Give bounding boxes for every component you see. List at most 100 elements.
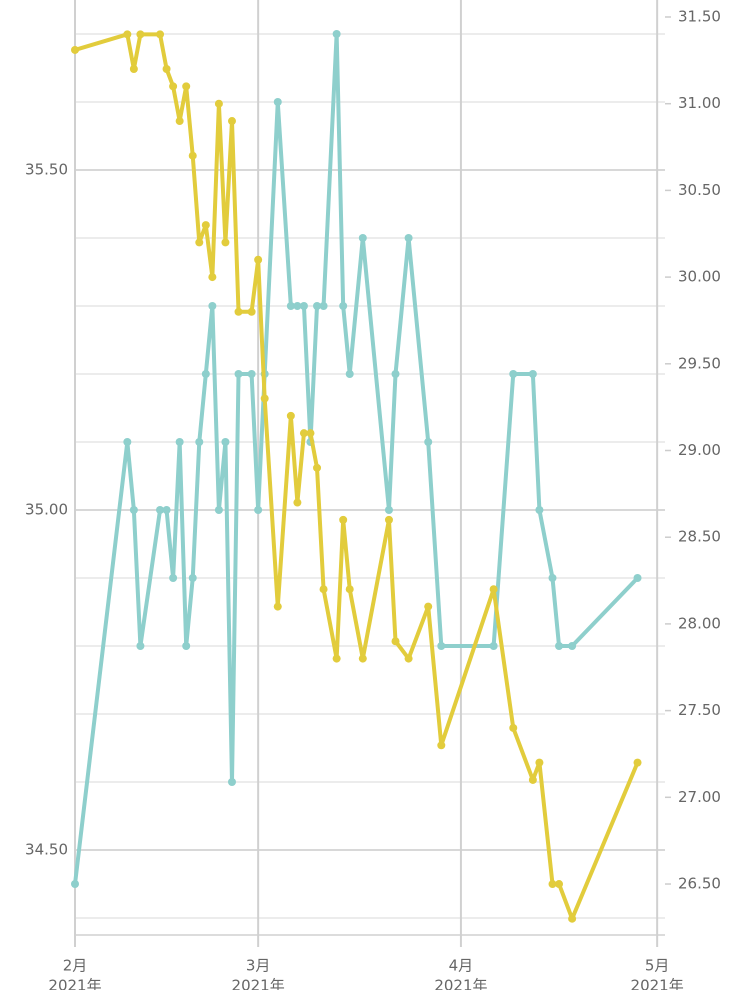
- data-point: [319, 302, 328, 310]
- x-tick-sublabel: 2021年: [631, 977, 684, 990]
- data-point: [188, 574, 197, 582]
- y2-tick-label: 27.00: [678, 788, 721, 806]
- y2-tick-label: 29.50: [678, 354, 721, 372]
- data-point: [221, 438, 230, 446]
- data-point: [313, 463, 322, 472]
- data-point: [208, 273, 217, 282]
- data-point: [234, 307, 243, 316]
- data-point: [384, 515, 393, 524]
- data-point: [214, 99, 223, 108]
- data-point: [71, 880, 79, 888]
- y-tick-label: 34.50: [25, 841, 68, 859]
- data-point: [273, 98, 282, 106]
- x-tick-label: 2月: [63, 957, 88, 975]
- data-point: [528, 370, 537, 378]
- data-point: [535, 758, 544, 767]
- data-point: [528, 775, 537, 784]
- data-point: [509, 723, 518, 732]
- data-point: [71, 45, 79, 54]
- data-point: [313, 302, 322, 310]
- x-tick-sublabel: 2021年: [48, 977, 101, 990]
- data-point: [548, 880, 557, 889]
- data-point: [332, 30, 341, 38]
- data-point: [404, 234, 413, 242]
- data-point: [156, 30, 165, 39]
- data-point: [123, 30, 132, 39]
- x-tick-sublabel: 2021年: [232, 977, 285, 990]
- data-point: [509, 370, 518, 378]
- data-point: [162, 506, 171, 514]
- data-point: [214, 506, 223, 514]
- data-point: [437, 741, 446, 750]
- data-point: [201, 221, 210, 230]
- data-point: [424, 438, 433, 446]
- data-point: [568, 642, 577, 650]
- data-point: [555, 880, 564, 889]
- data-point: [208, 302, 217, 310]
- data-point: [136, 642, 145, 650]
- data-point: [123, 438, 132, 446]
- data-point: [201, 370, 210, 378]
- y-tick-label: 35.50: [25, 161, 68, 179]
- y2-tick-label: 31.00: [678, 94, 721, 112]
- data-point: [306, 429, 315, 438]
- data-point: [182, 82, 191, 91]
- data-point: [182, 642, 191, 650]
- data-point: [188, 151, 197, 160]
- data-point: [175, 438, 184, 446]
- data-point: [548, 574, 557, 582]
- x-tick-label: 5月: [645, 957, 670, 975]
- data-point: [489, 585, 498, 594]
- data-point: [391, 637, 400, 646]
- data-point: [254, 255, 263, 264]
- data-point: [555, 642, 564, 650]
- data-point: [227, 778, 236, 786]
- data-point: [175, 117, 184, 126]
- data-point: [345, 370, 354, 378]
- data-point: [293, 498, 302, 507]
- data-point: [299, 429, 308, 438]
- data-point: [169, 82, 178, 91]
- y-tick-label: 35.00: [25, 501, 68, 519]
- data-point: [424, 602, 433, 611]
- data-point: [156, 506, 165, 514]
- data-point: [247, 307, 256, 316]
- data-point: [286, 411, 295, 420]
- data-point: [568, 914, 577, 923]
- data-point: [633, 574, 642, 582]
- data-point: [195, 238, 204, 247]
- data-point: [358, 654, 367, 663]
- data-point: [345, 585, 354, 594]
- data-point: [489, 642, 498, 650]
- data-point: [535, 506, 544, 514]
- y2-tick-label: 28.50: [678, 528, 721, 546]
- y2-tick-label: 31.50: [678, 7, 721, 25]
- data-point: [227, 117, 236, 126]
- x-tick-sublabel: 2021年: [434, 977, 487, 990]
- data-point: [384, 506, 393, 514]
- data-point: [221, 238, 230, 247]
- data-point: [195, 438, 204, 446]
- data-point: [332, 654, 341, 663]
- data-point: [404, 654, 413, 663]
- x-tick-label: 3月: [246, 957, 271, 975]
- data-point: [234, 370, 243, 378]
- data-point: [437, 642, 446, 650]
- x-tick-label: 4月: [449, 957, 474, 975]
- data-point: [247, 370, 256, 378]
- y2-tick-label: 30.00: [678, 268, 721, 286]
- data-point: [339, 515, 348, 524]
- y2-tick-label: 28.00: [678, 614, 721, 632]
- y2-tick-label: 29.00: [678, 441, 721, 459]
- data-point: [339, 302, 348, 310]
- y2-tick-label: 30.50: [678, 181, 721, 199]
- data-point: [129, 65, 138, 74]
- series-line: [73, 32, 639, 885]
- data-point: [319, 585, 328, 594]
- y2-tick-label: 27.50: [678, 701, 721, 719]
- data-point: [169, 574, 178, 582]
- data-point: [299, 302, 308, 310]
- data-point: [633, 758, 642, 767]
- data-point: [358, 234, 367, 242]
